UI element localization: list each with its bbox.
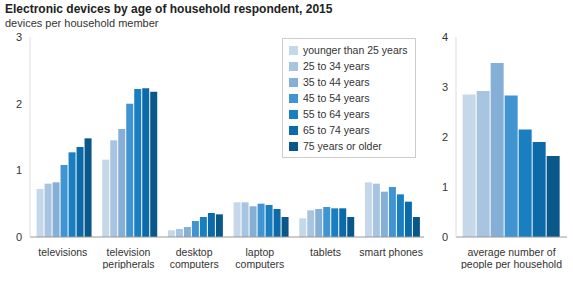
- svg-text:0: 0: [16, 231, 22, 243]
- html-text:devices per household member: devices per household member: [5, 17, 159, 29]
- svg-text:smart phones: smart phones: [359, 246, 423, 258]
- html-text:45 to 54 years: 45 to 54 years: [303, 92, 370, 104]
- svg-text:average number ofpeople per ho: average number ofpeople per household: [461, 246, 562, 269]
- html-text:Electronic devices by age of h: Electronic devices by age of household r…: [5, 2, 333, 16]
- html-text:75 years or older: 75 years or older: [303, 140, 382, 152]
- html-text:35 to 44 years: 35 to 44 years: [303, 76, 370, 88]
- svg-text:televisions: televisions: [38, 246, 87, 258]
- svg-text:1: 1: [442, 181, 448, 193]
- svg-text:televisionperipherals: televisionperipherals: [103, 246, 155, 269]
- svg-text:3: 3: [442, 81, 448, 93]
- svg-text:0: 0: [442, 231, 448, 243]
- svg-text:tablets: tablets: [310, 246, 341, 258]
- html-text:65 to 74 years: 65 to 74 years: [303, 124, 370, 136]
- html-text:55 to 64 years: 55 to 64 years: [303, 108, 370, 120]
- svg-text:3: 3: [16, 31, 22, 43]
- svg-text:4: 4: [442, 31, 448, 43]
- svg-text:desktopcomputers: desktopcomputers: [170, 246, 219, 269]
- html-text:younger than 25 years: younger than 25 years: [303, 44, 408, 56]
- svg-text:laptopcomputers: laptopcomputers: [235, 246, 284, 269]
- html-text:25 to 34 years: 25 to 34 years: [303, 60, 370, 72]
- svg-text:2: 2: [16, 98, 22, 110]
- svg-text:2: 2: [442, 131, 448, 143]
- svg-text:1: 1: [16, 164, 22, 176]
